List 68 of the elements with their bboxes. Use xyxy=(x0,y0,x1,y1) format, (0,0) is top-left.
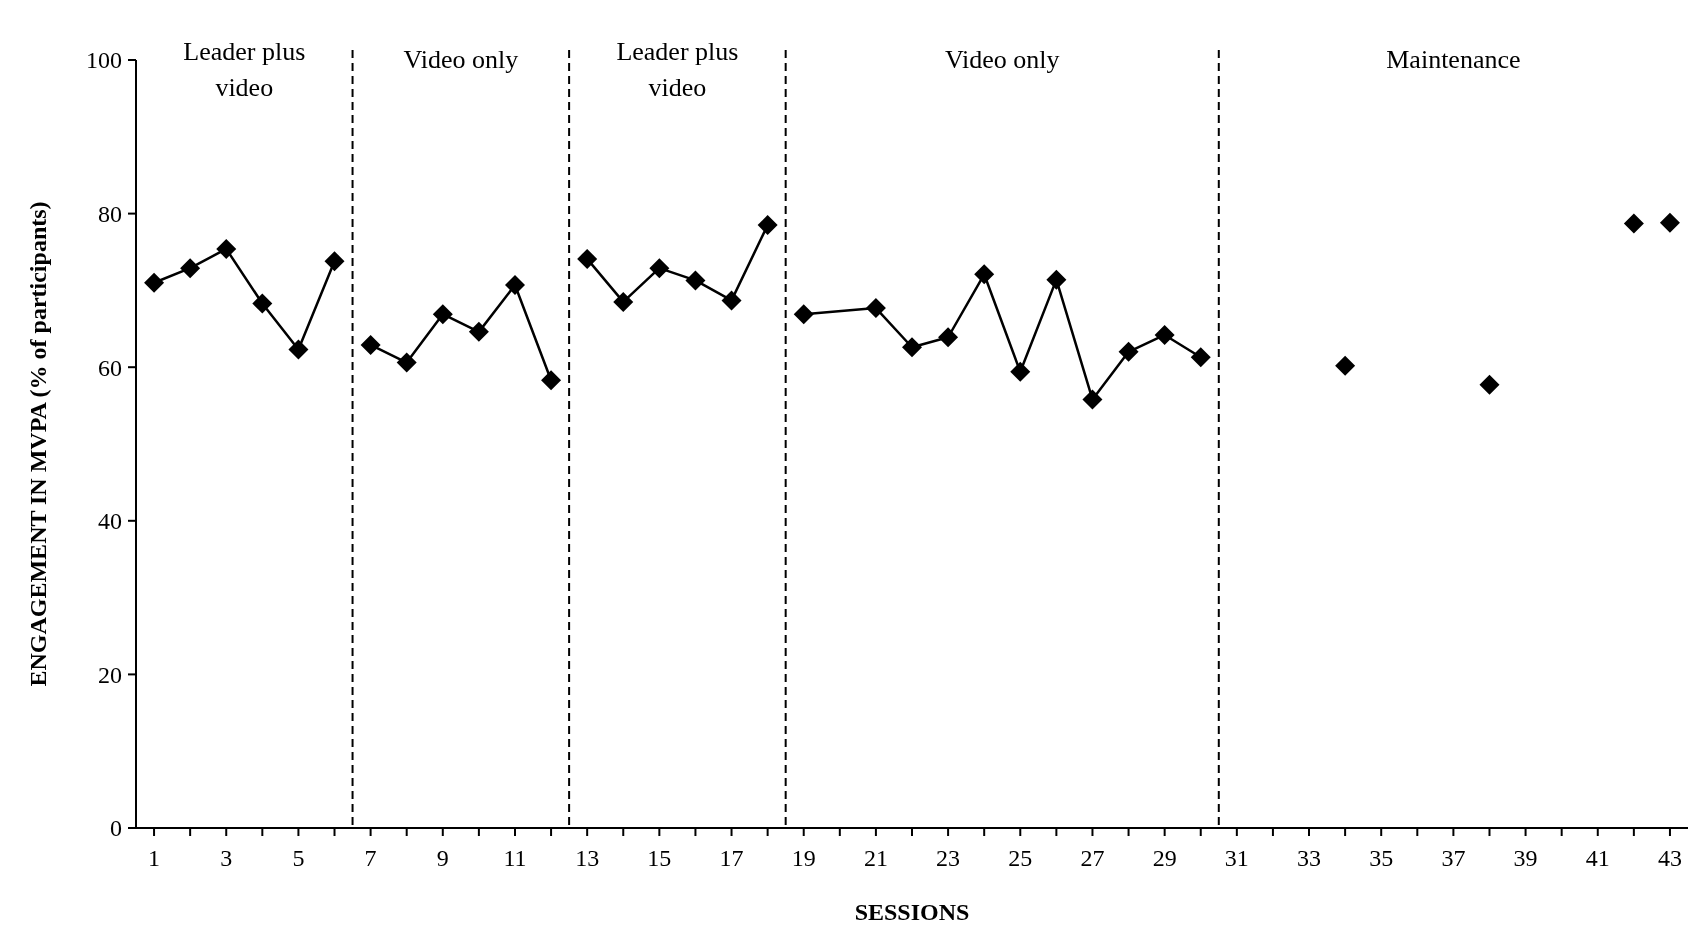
y-tick-label: 40 xyxy=(98,508,122,535)
x-tick-label: 11 xyxy=(503,845,527,871)
point xyxy=(324,251,345,272)
point xyxy=(288,339,309,360)
x-tick-label: 37 xyxy=(1441,845,1466,871)
x-tick-label: 3 xyxy=(220,845,233,871)
point xyxy=(1479,374,1500,395)
point xyxy=(757,215,778,236)
x-tick-label: 23 xyxy=(936,845,961,871)
x-tick-label: 19 xyxy=(791,845,816,871)
point xyxy=(649,258,670,279)
x-axis-title: SESSIONS xyxy=(854,899,970,925)
point xyxy=(468,321,489,342)
point xyxy=(252,293,273,314)
x-tick-label: 25 xyxy=(1008,845,1033,871)
x-tick-label: 33 xyxy=(1297,845,1322,871)
x-tick-label: 7 xyxy=(364,845,377,871)
x-tick-label: 41 xyxy=(1585,845,1610,871)
x-tick-label: 1 xyxy=(148,845,161,871)
point xyxy=(541,370,562,391)
y-tick-label: 80 xyxy=(98,201,122,227)
point xyxy=(902,337,922,358)
point xyxy=(974,264,995,285)
annotation: Video only xyxy=(944,45,1060,74)
point xyxy=(1190,347,1211,368)
y-axis-title: ENGAGEMENT IN MVPA (% of participants) xyxy=(25,201,51,687)
point xyxy=(1118,341,1139,362)
y-tick-label: 20 xyxy=(98,661,122,688)
point xyxy=(577,248,598,269)
y-tick-label: 100 xyxy=(86,47,122,74)
x-tick-label: 31 xyxy=(1224,845,1249,871)
x-tick-label: 21 xyxy=(863,845,888,871)
annotation: Video only xyxy=(403,45,519,74)
x-tick-label: 13 xyxy=(575,845,600,871)
point xyxy=(1335,355,1356,376)
x-tick-label: 5 xyxy=(292,845,305,871)
point xyxy=(685,270,706,291)
x-tick-label: 39 xyxy=(1513,845,1538,871)
point xyxy=(938,327,959,348)
point xyxy=(1623,213,1644,234)
annotation: Leader plus video xyxy=(616,37,739,102)
x-tick-label: 35 xyxy=(1369,845,1394,871)
x-tick-label: 43 xyxy=(1657,845,1682,871)
y-tick-label: 0 xyxy=(110,815,122,842)
x-tick-label: 17 xyxy=(719,845,744,871)
point xyxy=(144,272,165,293)
point xyxy=(216,238,237,259)
point xyxy=(1046,269,1067,290)
point xyxy=(793,304,814,325)
point xyxy=(721,290,742,311)
point xyxy=(1010,361,1031,382)
point xyxy=(504,275,525,296)
point xyxy=(396,352,417,373)
annotation: Maintenance xyxy=(1386,45,1521,74)
x-tick-label: 15 xyxy=(647,845,672,871)
point xyxy=(432,304,453,325)
annotation: Leader plus video xyxy=(183,37,306,102)
x-tick-label: 29 xyxy=(1152,845,1177,871)
x-tick-label: 9 xyxy=(436,845,449,871)
point xyxy=(1082,389,1103,410)
point xyxy=(360,334,381,355)
point xyxy=(613,291,634,312)
x-tick-label: 27 xyxy=(1080,845,1105,871)
point xyxy=(1154,324,1175,345)
y-tick-label: 60 xyxy=(98,354,122,381)
point xyxy=(180,258,201,279)
point xyxy=(1659,212,1680,233)
point xyxy=(865,298,886,319)
